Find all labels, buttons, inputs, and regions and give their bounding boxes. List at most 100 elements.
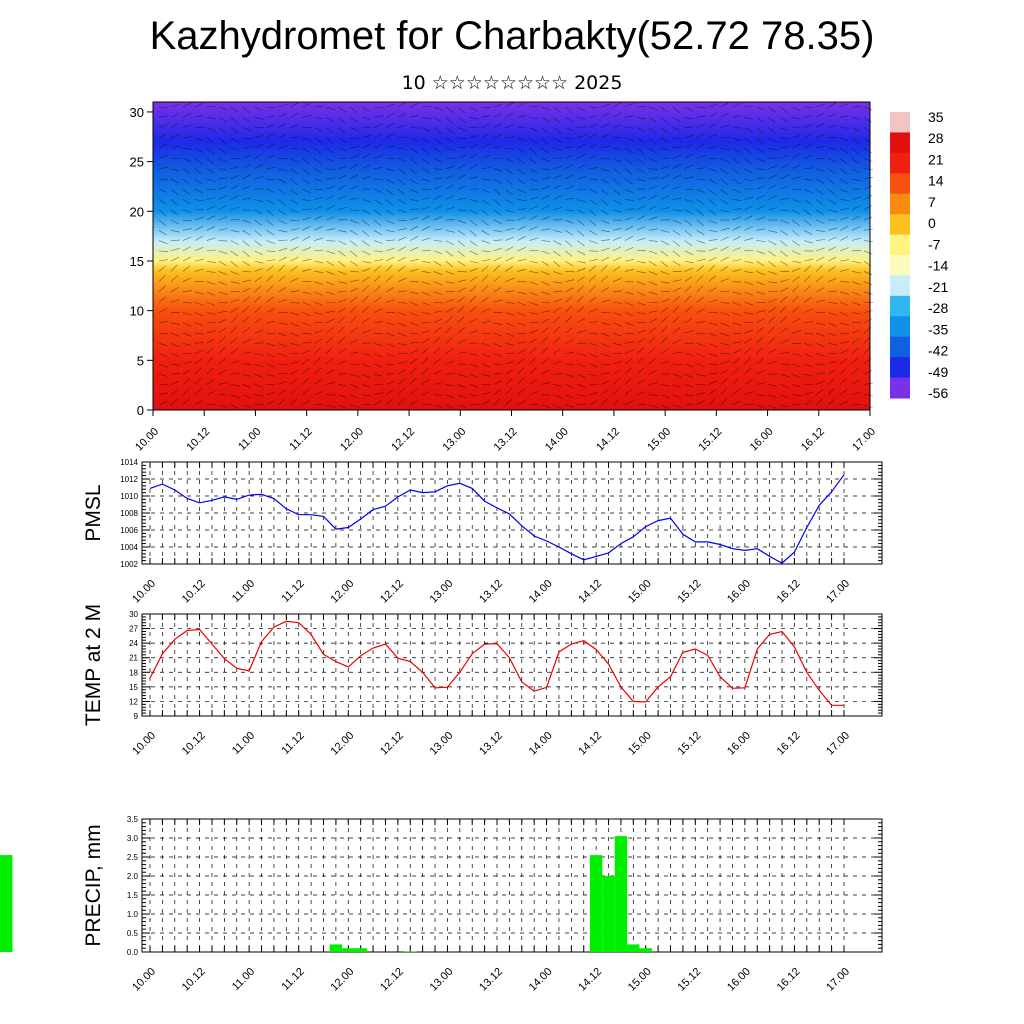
wind-barb bbox=[373, 343, 383, 347]
wind-barb bbox=[840, 259, 850, 262]
wind-barb bbox=[804, 115, 814, 118]
wind-barb bbox=[529, 301, 539, 306]
wind-barb bbox=[696, 392, 706, 396]
wind-barb bbox=[744, 301, 754, 306]
wind-barb bbox=[505, 199, 514, 205]
wind-barb bbox=[445, 373, 455, 375]
x-tick-label: 10.00 bbox=[133, 426, 161, 454]
wind-barb bbox=[624, 312, 634, 317]
precip-bar bbox=[354, 948, 367, 952]
wind-barb bbox=[792, 143, 801, 149]
wind-barb bbox=[720, 290, 730, 293]
wind-barb bbox=[744, 116, 754, 120]
colorbar-label: -35 bbox=[928, 321, 948, 337]
wind-barb bbox=[290, 228, 300, 231]
wind-barb bbox=[756, 291, 766, 295]
wind-barb bbox=[266, 115, 276, 118]
wind-barb bbox=[601, 145, 610, 149]
wind-barb bbox=[397, 178, 406, 185]
panel-frame bbox=[141, 613, 883, 717]
wind-barb bbox=[553, 298, 562, 303]
wind-barb bbox=[648, 158, 658, 162]
wind-barb bbox=[577, 317, 586, 324]
wind-barb bbox=[815, 264, 823, 272]
wind-barb bbox=[314, 127, 323, 132]
wind-barb bbox=[218, 327, 227, 334]
wind-barb bbox=[433, 260, 442, 267]
wind-barb bbox=[433, 147, 442, 154]
wind-barb bbox=[433, 137, 441, 144]
wind-barb bbox=[756, 137, 764, 144]
wind-barb bbox=[780, 209, 790, 212]
wind-barb bbox=[517, 158, 525, 165]
wind-barb bbox=[648, 404, 658, 408]
wind-barb bbox=[828, 227, 837, 231]
colorbar-label: -56 bbox=[928, 385, 948, 401]
wind-barb bbox=[338, 307, 346, 313]
wind-barb bbox=[505, 312, 515, 316]
wind-barb bbox=[182, 188, 191, 196]
wind-barb bbox=[314, 197, 324, 200]
wind-barb bbox=[780, 137, 790, 139]
wind-barb bbox=[708, 322, 718, 326]
wind-barb bbox=[170, 275, 178, 282]
wind-barb bbox=[696, 240, 706, 244]
wind-barb bbox=[732, 349, 741, 354]
wind-barb bbox=[696, 133, 705, 139]
wind-barb bbox=[828, 360, 837, 365]
wind-barb bbox=[421, 301, 431, 306]
wind-barb bbox=[290, 388, 297, 395]
wind-barb bbox=[457, 146, 467, 149]
wind-barb bbox=[744, 291, 753, 296]
wind-barb bbox=[278, 168, 288, 172]
x-tick-label: 12.12 bbox=[378, 730, 406, 758]
wind-barb bbox=[254, 384, 264, 388]
wind-barb bbox=[314, 403, 324, 406]
x-tick-label: 11.12 bbox=[279, 966, 306, 993]
wind-barb bbox=[326, 137, 334, 144]
x-tick-label: 15.00 bbox=[626, 966, 654, 994]
wind-barb bbox=[481, 265, 489, 272]
wind-barb bbox=[589, 259, 599, 262]
wind-barb bbox=[206, 137, 215, 144]
wind-barb bbox=[349, 316, 357, 324]
wind-barb bbox=[529, 312, 539, 315]
wind-barb bbox=[469, 106, 478, 112]
wind-barb bbox=[660, 290, 670, 293]
wind-barb bbox=[780, 154, 789, 159]
wind-barb bbox=[517, 168, 525, 175]
wind-barb bbox=[792, 219, 800, 226]
wind-barb bbox=[218, 195, 227, 200]
wind-barb bbox=[326, 250, 335, 255]
wind-barb bbox=[206, 379, 215, 385]
wind-barb bbox=[851, 291, 861, 296]
wind-barb bbox=[350, 279, 360, 282]
wind-barb bbox=[469, 209, 478, 215]
wind-barb bbox=[254, 250, 263, 256]
wind-barb bbox=[421, 347, 429, 354]
wind-barb bbox=[792, 134, 801, 139]
wind-barb bbox=[828, 256, 837, 262]
wind-barb bbox=[266, 363, 276, 368]
wind-barb bbox=[170, 299, 180, 303]
wind-barb bbox=[481, 143, 490, 149]
wind-barb bbox=[720, 124, 730, 128]
wind-barb bbox=[756, 168, 766, 170]
wind-barb bbox=[529, 330, 539, 334]
wind-barb bbox=[744, 168, 753, 174]
wind-barb bbox=[326, 357, 334, 365]
y-tick-label: 21 bbox=[129, 654, 138, 663]
wind-barb bbox=[493, 247, 503, 252]
wind-barb bbox=[290, 188, 298, 196]
wind-barb bbox=[672, 137, 682, 139]
wind-barb bbox=[481, 373, 491, 377]
wind-barb bbox=[158, 259, 168, 262]
wind-barb bbox=[565, 260, 574, 267]
wind-barb bbox=[445, 271, 455, 275]
wind-barb bbox=[624, 269, 634, 272]
wind-barb bbox=[409, 400, 418, 406]
x-tick-label: 15.12 bbox=[675, 578, 703, 606]
wind-barb bbox=[493, 178, 502, 184]
wind-barb bbox=[708, 332, 718, 337]
wind-barb bbox=[684, 219, 693, 226]
